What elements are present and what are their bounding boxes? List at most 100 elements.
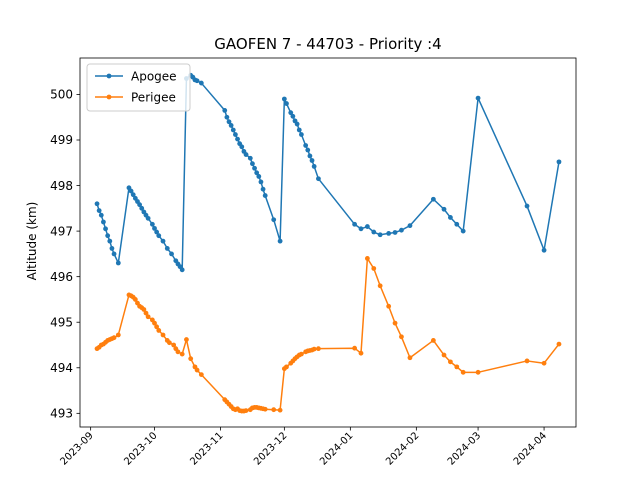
y-tick-label: 494	[50, 361, 73, 375]
data-point-perigee	[167, 340, 172, 346]
data-point-apogee	[358, 226, 364, 232]
data-point-perigee	[143, 310, 149, 316]
data-point-apogee	[156, 233, 162, 239]
data-point-apogee	[247, 155, 253, 161]
data-point-perigee	[352, 345, 358, 351]
data-point-apogee	[316, 176, 321, 182]
data-point-apogee	[305, 147, 311, 153]
data-point-perigee	[160, 332, 166, 338]
data-point-perigee	[132, 297, 138, 302]
data-point-apogee	[232, 132, 238, 137]
data-point-apogee	[194, 78, 200, 84]
data-point-apogee	[441, 206, 447, 212]
data-point-apogee	[430, 196, 436, 202]
data-point-perigee	[392, 320, 398, 326]
data-point-apogee	[243, 152, 249, 157]
data-point-apogee	[252, 165, 257, 171]
data-point-apogee	[294, 121, 300, 127]
legend: Apogee Perigee	[86, 63, 191, 112]
legend-label-apogee: Apogee	[131, 70, 177, 84]
y-tick-label: 498	[50, 179, 73, 193]
data-point-apogee	[109, 246, 115, 251]
data-point-apogee	[149, 221, 155, 227]
data-point-apogee	[352, 221, 358, 227]
data-point-perigee	[198, 372, 204, 378]
data-point-apogee	[226, 119, 232, 125]
y-tick-label: 500	[50, 88, 73, 102]
data-point-perigee	[475, 369, 481, 375]
data-point-apogee	[556, 159, 562, 165]
data-point-perigee	[386, 303, 392, 309]
data-point-apogee	[224, 114, 230, 120]
data-point-apogee	[198, 80, 204, 86]
data-point-perigee	[311, 346, 317, 352]
data-point-perigee	[556, 341, 562, 347]
data-point-perigee	[371, 266, 377, 271]
data-point-apogee	[309, 158, 315, 163]
data-point-apogee	[160, 238, 166, 244]
data-point-apogee	[239, 144, 245, 150]
data-point-perigee	[316, 346, 321, 352]
data-point-apogee	[103, 226, 108, 232]
legend-label-perigee: Perigee	[131, 91, 176, 105]
y-tick-label: 497	[50, 224, 73, 238]
data-point-perigee	[115, 332, 121, 338]
data-point-apogee	[524, 203, 530, 209]
data-point-apogee	[298, 132, 304, 137]
data-point-apogee	[254, 170, 260, 176]
data-point-apogee	[377, 232, 383, 238]
data-point-perigee	[154, 324, 160, 330]
data-point-apogee	[307, 153, 313, 159]
data-point-apogee	[137, 202, 143, 208]
data-point-perigee	[243, 408, 249, 413]
data-point-perigee	[399, 334, 404, 340]
data-point-perigee	[179, 351, 185, 357]
data-point-apogee	[105, 233, 111, 239]
data-point-apogee	[164, 246, 170, 251]
data-point-apogee	[364, 224, 370, 229]
data-point-apogee	[454, 221, 460, 227]
data-point-apogee	[96, 208, 102, 214]
data-point-apogee	[128, 188, 134, 194]
data-point-apogee	[475, 95, 481, 101]
axes-frame	[79, 57, 577, 428]
data-point-apogee	[392, 230, 398, 235]
data-point-apogee	[130, 192, 136, 198]
data-point-apogee	[448, 215, 453, 220]
data-point-perigee	[448, 359, 453, 365]
data-point-apogee	[262, 193, 268, 198]
y-tick-label: 496	[50, 270, 73, 284]
data-point-perigee	[194, 367, 200, 373]
data-point-perigee	[188, 356, 194, 362]
y-axis-label: Altitude (km)	[25, 202, 39, 281]
data-point-perigee	[152, 320, 157, 326]
data-point-apogee	[290, 113, 296, 119]
data-point-apogee	[399, 227, 404, 233]
data-point-apogee	[371, 229, 377, 235]
data-point-perigee	[145, 314, 151, 320]
data-point-perigee	[277, 407, 283, 413]
data-point-apogee	[169, 251, 174, 257]
data-point-apogee	[260, 186, 266, 192]
data-point-apogee	[98, 212, 104, 218]
data-point-apogee	[228, 123, 234, 128]
data-point-apogee	[250, 161, 255, 167]
data-point-perigee	[156, 328, 162, 333]
data-point-perigee	[358, 350, 364, 356]
legend-marker-perigee	[106, 94, 112, 100]
data-point-apogee	[281, 96, 287, 102]
data-point-perigee	[262, 406, 268, 412]
data-point-apogee	[152, 225, 157, 231]
data-point-perigee	[377, 283, 383, 289]
data-point-apogee	[258, 179, 264, 185]
data-point-apogee	[284, 101, 289, 106]
y-tick-label: 495	[50, 315, 73, 329]
data-point-perigee	[271, 407, 277, 413]
data-point-apogee	[230, 127, 236, 133]
data-point-perigee	[175, 349, 181, 355]
data-point-perigee	[284, 364, 289, 370]
data-point-perigee	[524, 358, 530, 364]
data-point-perigee	[184, 337, 189, 342]
data-point-apogee	[101, 219, 106, 225]
